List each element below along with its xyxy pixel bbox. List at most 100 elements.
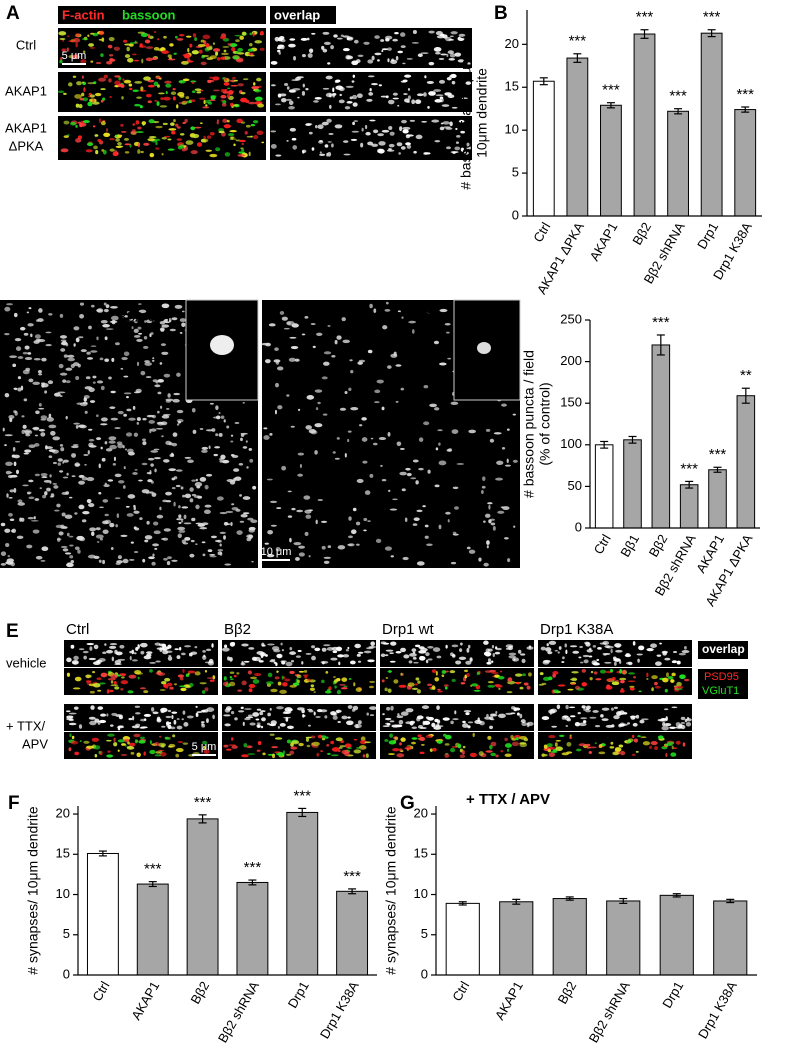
panel-letter: G (400, 793, 415, 814)
punctum (191, 479, 196, 482)
punctum (150, 463, 154, 467)
punctum (381, 406, 385, 411)
punctum (181, 652, 186, 656)
punctum (216, 57, 221, 61)
punctum (240, 432, 248, 435)
punctum (627, 722, 631, 725)
punctum (593, 662, 600, 666)
punctum (132, 123, 135, 126)
punctum (173, 392, 181, 396)
punctum (432, 669, 437, 673)
punctum (408, 660, 413, 664)
punctum (528, 672, 532, 677)
punctum (171, 442, 178, 447)
punctum (17, 356, 24, 359)
punctum (343, 140, 349, 143)
punctum (23, 398, 28, 402)
punctum (126, 408, 132, 412)
punctum (161, 303, 170, 309)
punctum (116, 560, 123, 564)
punctum (140, 726, 148, 729)
punctum (504, 464, 511, 467)
punctum (278, 51, 281, 55)
punctum (60, 56, 63, 61)
punctum (504, 743, 512, 748)
punctum (261, 141, 265, 144)
punctum (545, 647, 552, 652)
punctum (102, 97, 106, 101)
punctum (179, 677, 184, 681)
punctum (414, 644, 421, 648)
punctum (202, 54, 210, 58)
punctum (201, 722, 204, 726)
punctum (212, 675, 216, 680)
punctum (415, 677, 420, 681)
punctum (209, 153, 218, 158)
punctum (438, 460, 447, 466)
punctum (281, 316, 288, 321)
punctum (301, 149, 307, 153)
punctum (146, 319, 153, 324)
significance: *** (293, 787, 311, 804)
punctum (61, 48, 67, 52)
punctum (350, 660, 356, 665)
significance: *** (144, 861, 162, 878)
punctum (431, 722, 436, 728)
punctum (628, 672, 635, 675)
punctum (35, 555, 43, 560)
punctum (117, 145, 124, 148)
punctum (609, 669, 614, 673)
punctum (454, 710, 457, 715)
punctum (73, 422, 80, 425)
punctum (635, 714, 640, 719)
punctum (79, 537, 86, 542)
punctum (296, 674, 302, 679)
punctum (66, 134, 70, 137)
punctum (494, 684, 501, 687)
punctum (416, 715, 424, 720)
punctum (427, 658, 433, 661)
punctum (75, 138, 82, 143)
punctum (623, 669, 626, 675)
punctum (237, 154, 246, 157)
punctum (96, 541, 100, 543)
punctum (387, 47, 392, 51)
punctum (598, 744, 603, 748)
punctum (318, 140, 324, 144)
punctum (554, 649, 558, 652)
punctum (243, 78, 249, 81)
punctum (361, 437, 368, 442)
punctum (165, 500, 172, 503)
punctum (184, 456, 192, 459)
punctum (436, 655, 442, 659)
punctum (68, 722, 77, 726)
punctum (229, 676, 233, 679)
punctum (402, 556, 409, 561)
punctum (460, 130, 466, 134)
punctum (543, 659, 551, 663)
punctum (117, 141, 122, 146)
punctum (135, 120, 140, 125)
punctum (483, 640, 489, 645)
punctum (169, 686, 174, 690)
punctum (60, 339, 67, 342)
punctum (381, 679, 385, 683)
punctum (53, 485, 59, 489)
punctum (268, 323, 276, 327)
punctum (138, 332, 143, 335)
punctum (615, 649, 623, 653)
punctum (256, 708, 262, 711)
punctum (184, 645, 192, 648)
punctum (521, 658, 526, 664)
punctum (46, 416, 54, 422)
punctum (365, 753, 369, 759)
punctum (350, 407, 359, 411)
punctum (105, 448, 113, 452)
punctum (91, 737, 100, 742)
punctum (98, 750, 101, 754)
punctum (46, 487, 51, 492)
punctum (161, 50, 169, 55)
punctum (106, 649, 114, 654)
bar (623, 439, 642, 529)
punctum (109, 320, 118, 323)
